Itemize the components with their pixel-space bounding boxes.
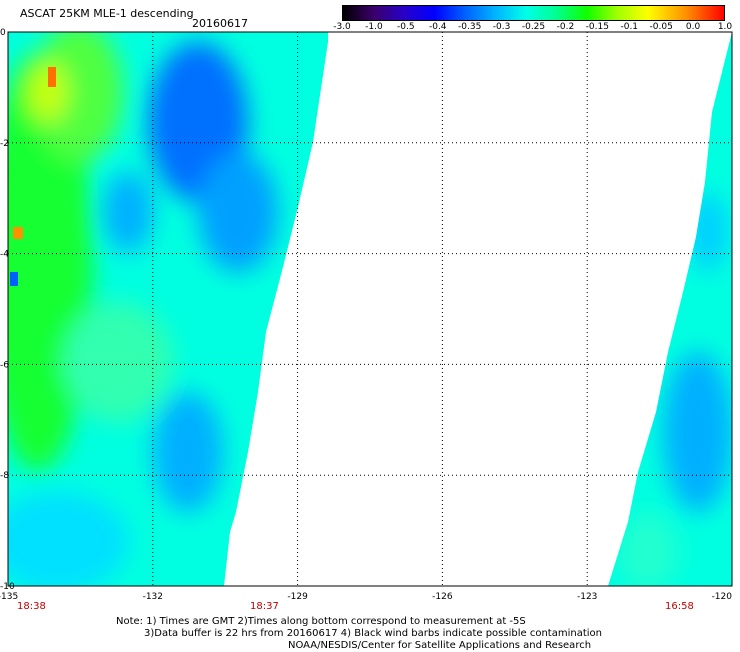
footnotes: Note: 1) Times are GMT 2)Times along bot…: [116, 616, 602, 652]
note-line-1: Note: 1) Times are GMT 2)Times along bot…: [116, 616, 526, 627]
swath-plot: -135 -132 -129 -126 -123 -120 0 -2 -4 -6 -8 -10: [0, 28, 733, 602]
left-swath: [8, 32, 328, 586]
colorbar-tick-7: -0.2: [556, 22, 575, 32]
plot-frame: [7, 31, 733, 587]
time-label-right: 16:58: [665, 601, 694, 612]
colorbar-tick-5: -0.3: [492, 22, 511, 32]
x-tick-label-1: -132: [143, 592, 163, 602]
x-axis-labels: -135 -132 -129 -126 -123 -120: [0, 592, 732, 602]
colorbar-tick-4: -0.35: [458, 22, 482, 32]
colorbar-tick-3: -0.4: [428, 22, 447, 32]
colorbar-tick-2: -0.5: [397, 22, 415, 32]
colorbar-tick-0: -3.0: [333, 22, 351, 32]
y-tick-label-3: -6: [0, 360, 9, 370]
y-tick-label-4: -8: [0, 471, 9, 481]
graticule: [8, 32, 732, 586]
time-label-left: 18:38: [17, 601, 46, 612]
y-tick-label-0: 0: [0, 28, 6, 38]
map-date: 20160617: [192, 17, 248, 30]
colorbar-tick-11: 0.0: [685, 22, 701, 32]
colorbar-tick-12: 1.0: [717, 22, 733, 32]
time-label-middle: 18:37: [250, 601, 279, 612]
colorbar-tick-9: -0.1: [620, 22, 639, 32]
y-tick-label-5: -10: [0, 582, 15, 592]
x-tick-label-2: -129: [287, 592, 308, 602]
map-title: ASCAT 25KM MLE-1 descending: [20, 7, 194, 20]
x-tick-label-4: -123: [577, 592, 597, 602]
colorbar-tick-labels: -3.0 -1.0 -0.5 -0.4 -0.35 -0.3 -0.25 -0.2 -0.15 -…: [333, 22, 732, 32]
y-axis-labels: 0 -2 -4 -6 -8 -10: [0, 28, 15, 592]
y-tick-label-1: -2: [0, 139, 9, 149]
colorbar-tick-6: -0.25: [521, 22, 546, 32]
note-line-3: NOAA/NESDIS/Center for Satellite Applica…: [288, 640, 592, 651]
y-tick-label-2: -4: [0, 250, 9, 260]
colorbar: [342, 5, 725, 21]
x-tick-label-0: -135: [0, 592, 18, 602]
x-tick-label-5: -120: [712, 592, 733, 602]
colorbar-tick-1: -1.0: [365, 22, 383, 32]
colorbar-tick-8: -0.15: [585, 22, 609, 32]
right-swath: [608, 32, 732, 586]
note-line-2: 3)Data buffer is 22 hrs from 20160617 4)…: [144, 628, 602, 639]
colorbar-tick-10: -0.05: [649, 22, 673, 32]
x-tick-label-3: -126: [432, 592, 453, 602]
